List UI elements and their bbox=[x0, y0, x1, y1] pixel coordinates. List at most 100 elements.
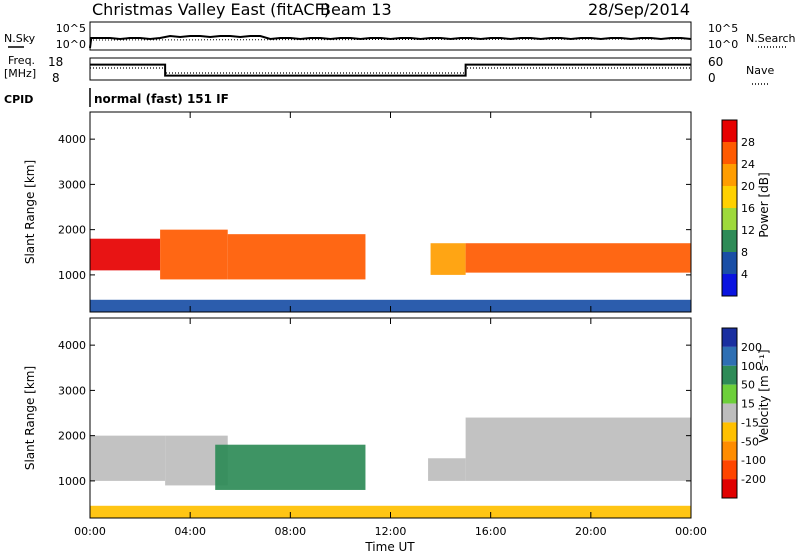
x-tick-label-6: 00:00 bbox=[675, 525, 707, 538]
colorbar-frame bbox=[721, 119, 738, 297]
colorbar-tick-4: 16 bbox=[741, 202, 755, 215]
heatmap-cell-6 bbox=[90, 299, 691, 312]
frequency-series-line bbox=[90, 63, 691, 77]
heatmap-cell-3 bbox=[227, 234, 366, 280]
colorbar-tick-3: 50 bbox=[741, 379, 755, 392]
velocity-heatmap bbox=[90, 417, 691, 518]
colorbar-tick-5: 12 bbox=[741, 224, 755, 237]
freq-nave-panel: Freq. [MHz] 18 8 60 0 Nave bbox=[4, 54, 774, 85]
y-tick-label-3000: 3000 bbox=[58, 178, 86, 191]
power-panel: 1000 2000 3000 4000 Slant Range [km] 28 24 20… bbox=[23, 111, 771, 313]
colorbar-segment-6 bbox=[722, 230, 737, 252]
velocity-y-axis-label: Slant Range [km] bbox=[23, 366, 37, 470]
x-tick-label-2: 08:00 bbox=[274, 525, 306, 538]
colorbar-frame bbox=[721, 327, 738, 499]
x-axis-label: Time UT bbox=[364, 540, 415, 554]
colorbar-segment-5 bbox=[722, 403, 737, 423]
colorbar-segment-6 bbox=[722, 422, 737, 442]
colorbar-segment-8 bbox=[722, 274, 737, 296]
nsearch-series-line bbox=[89, 38, 692, 41]
nsky-label: N.Sky bbox=[4, 32, 36, 45]
colorbar-segment-2 bbox=[722, 346, 737, 366]
y-tick-label-4000: 4000 bbox=[58, 133, 86, 146]
y-tick-label-3000: 3000 bbox=[58, 384, 86, 397]
freq-tick-top: 18 bbox=[48, 55, 63, 69]
cpid-label: CPID bbox=[4, 93, 33, 106]
x-tick-label-1: 04:00 bbox=[174, 525, 206, 538]
colorbar-segment-7 bbox=[722, 252, 737, 274]
y-tick-label-4000: 4000 bbox=[58, 339, 86, 352]
x-tick-label-4: 16:00 bbox=[475, 525, 507, 538]
heatmap-cell-5 bbox=[465, 243, 691, 273]
sky-tick-bottom-left: 10^0 bbox=[56, 38, 86, 51]
nsky-series-line bbox=[89, 34, 692, 49]
nave-tick-top: 60 bbox=[708, 55, 723, 69]
colorbar-tick-8: -200 bbox=[741, 473, 766, 486]
colorbar-segment-3 bbox=[722, 365, 737, 385]
nave-tick-bottom: 0 bbox=[708, 71, 716, 85]
nave-label: Nave bbox=[746, 64, 774, 77]
cpid-value: normal (fast) 151 IF bbox=[94, 92, 229, 106]
velocity-x-axis: 00:00 04:00 08:00 12:00 16:00 20:00 00:00 bbox=[74, 318, 707, 538]
colorbar-segment-4 bbox=[722, 186, 737, 208]
colorbar-segment-5 bbox=[722, 208, 737, 230]
colorbar-tick-2: 100 bbox=[741, 360, 762, 373]
freq-panel-frame bbox=[89, 57, 692, 81]
colorbar-segment-1 bbox=[722, 120, 737, 142]
velocity-panel: 1000 2000 3000 4000 00:00 04:00 08:00 12:00 16:… bbox=[23, 317, 771, 538]
plot-title: Christmas Valley East (fitACF) bbox=[92, 0, 330, 19]
nave-series-line bbox=[90, 67, 691, 74]
velocity-colorbar: 200 100 50 15 -15 -50 -100 -200 bbox=[721, 327, 766, 499]
power-heatmap bbox=[90, 229, 691, 312]
x-tick-label-3: 12:00 bbox=[375, 525, 407, 538]
freq-unit-label: [MHz] bbox=[4, 67, 36, 80]
colorbar-tick-7: 4 bbox=[741, 268, 748, 281]
heatmap-cell-1 bbox=[90, 238, 161, 271]
sky-panel-frame bbox=[89, 21, 692, 51]
sky-tick-bottom-right: 10^0 bbox=[708, 38, 738, 51]
heatmap-cell-6 bbox=[90, 505, 691, 518]
colorbar-tick-5: -15 bbox=[741, 416, 759, 429]
power-panel-frame bbox=[89, 111, 692, 313]
power-x-ticks bbox=[89, 112, 692, 312]
colorbar-tick-6: -50 bbox=[741, 435, 759, 448]
colorbar-tick-1: 28 bbox=[741, 136, 755, 149]
power-y-axis: 1000 2000 3000 4000 bbox=[58, 133, 691, 282]
power-y-axis-label: Slant Range [km] bbox=[23, 160, 37, 264]
colorbar-segment-9 bbox=[722, 479, 737, 498]
colorbar-segment-8 bbox=[722, 460, 737, 480]
power-colorbar: 28 24 20 16 12 8 4 bbox=[721, 119, 755, 297]
x-tick-label-0: 00:00 bbox=[74, 525, 106, 538]
power-colorbar-label: Power [dB] bbox=[757, 172, 771, 237]
y-tick-label-2000: 2000 bbox=[58, 430, 86, 443]
colorbar-tick-2: 24 bbox=[741, 158, 755, 171]
sky-tick-top-right: 10^5 bbox=[708, 22, 738, 35]
y-tick-label-1000: 1000 bbox=[58, 475, 86, 488]
heatmap-cell-4 bbox=[430, 243, 466, 275]
colorbar-tick-3: 20 bbox=[741, 180, 755, 193]
y-tick-label-1000: 1000 bbox=[58, 269, 86, 282]
freq-tick-bottom: 8 bbox=[52, 71, 60, 85]
heatmap-cell-3 bbox=[215, 444, 366, 490]
colorbar-segment-2 bbox=[722, 142, 737, 164]
x-tick-label-5: 20:00 bbox=[575, 525, 607, 538]
sky-tick-top-left: 10^5 bbox=[56, 22, 86, 35]
colorbar-segment-1 bbox=[722, 328, 737, 347]
beam-label: Beam 13 bbox=[320, 0, 392, 19]
heatmap-cell-4 bbox=[428, 458, 466, 481]
colorbar-tick-7: -100 bbox=[741, 454, 766, 467]
freq-label: Freq. bbox=[8, 54, 35, 67]
colorbar-tick-4: 15 bbox=[741, 398, 755, 411]
colorbar-segment-3 bbox=[722, 164, 737, 186]
y-tick-label-2000: 2000 bbox=[58, 224, 86, 237]
heatmap-cell-5 bbox=[465, 417, 691, 481]
heatmap-cell-1 bbox=[90, 435, 166, 481]
colorbar-tick-6: 8 bbox=[741, 246, 748, 259]
colorbar-segment-7 bbox=[722, 441, 737, 461]
velocity-colorbar-label: Velocity [m s⁻¹] bbox=[757, 349, 771, 442]
colorbar-tick-1: 200 bbox=[741, 341, 762, 354]
heatmap-cell-2 bbox=[160, 229, 228, 280]
date-label: 28/Sep/2014 bbox=[588, 0, 690, 19]
nsearch-label: N.Search bbox=[746, 32, 796, 45]
